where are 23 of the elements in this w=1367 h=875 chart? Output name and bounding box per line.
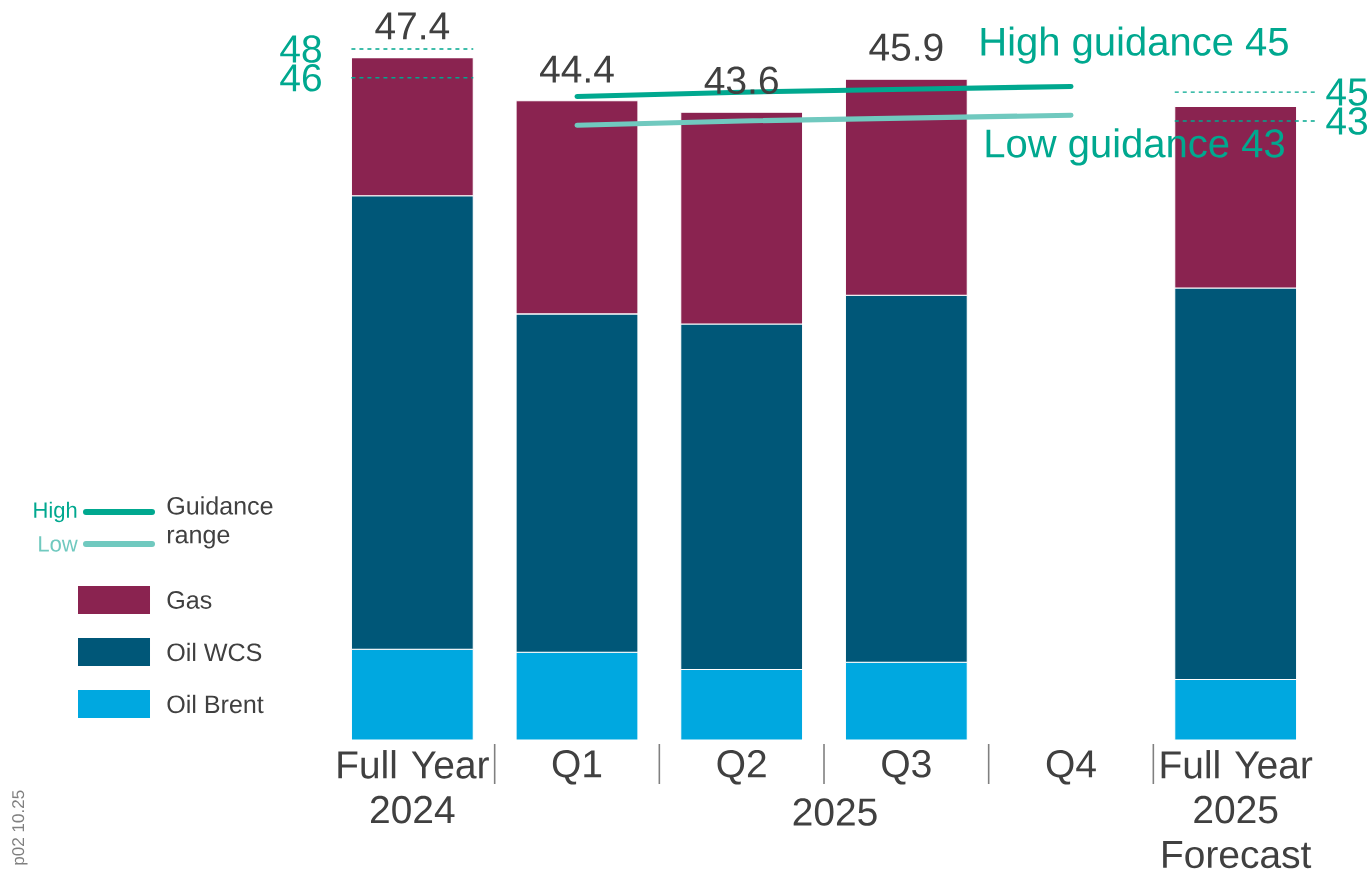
legend-label: Gas xyxy=(167,591,212,609)
annotation: High guidance 45 xyxy=(981,26,1288,64)
x-tick-label: Q4 xyxy=(1046,750,1096,785)
text: p02 10.25 xyxy=(12,790,28,865)
x-tick-label: Q2 xyxy=(717,750,766,785)
total-label: 45.9 xyxy=(869,33,943,61)
y2-tick-label: 45 xyxy=(1326,78,1367,106)
x-tick-label: Full Year 2025 Forecast xyxy=(1161,750,1313,869)
legend-title: Guidance range xyxy=(167,496,273,549)
legend-label: Oil Brent xyxy=(167,694,264,714)
text: Low xyxy=(39,536,78,552)
total-label: 44.4 xyxy=(540,55,614,83)
y2-tick-label: 43 xyxy=(1326,107,1367,135)
legend-label: Oil WCS xyxy=(167,642,262,662)
total-label: 47.4 xyxy=(375,12,450,40)
text: 2025 xyxy=(793,798,877,826)
x-tick-label: Q3 xyxy=(882,750,931,785)
text: High xyxy=(34,501,77,523)
x-tick-label: Full Year 2024 xyxy=(338,750,489,824)
y-tick-label: 48 xyxy=(280,35,321,63)
y-tick-label: 46 xyxy=(280,64,321,92)
total-label: 43.6 xyxy=(704,66,778,95)
x-tick-label: Q1 xyxy=(552,750,602,785)
